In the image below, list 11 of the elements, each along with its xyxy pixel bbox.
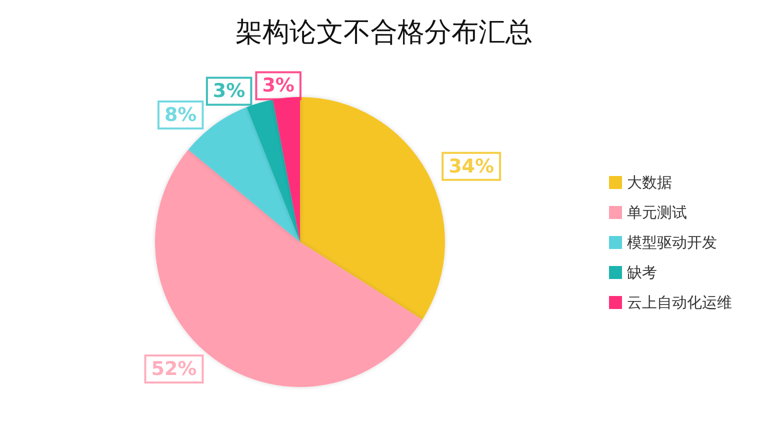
data-label: 34% xyxy=(448,155,494,178)
data-label: 3% xyxy=(212,80,246,102)
legend-label: 云上自动化运维 xyxy=(627,294,732,312)
data-label: 3% xyxy=(262,74,294,97)
chart-title: 架构论文不合格分布汇总 xyxy=(236,17,532,48)
data-label: 52% xyxy=(151,358,197,380)
legend-label: 单元测试 xyxy=(627,204,687,222)
legend-label: 大数据 xyxy=(627,174,672,192)
legend-label: 缺考 xyxy=(627,264,657,282)
legend-label: 模型驱动开发 xyxy=(627,234,717,252)
data-label: 8% xyxy=(164,104,197,126)
